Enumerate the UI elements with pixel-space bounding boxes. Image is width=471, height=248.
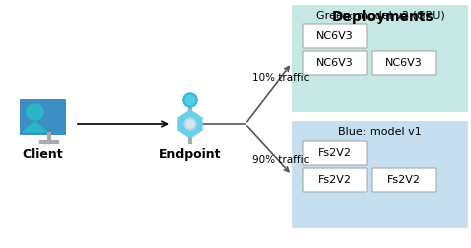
Text: Client: Client	[23, 148, 63, 161]
Text: Deployments: Deployments	[332, 10, 434, 24]
Text: Fs2V2: Fs2V2	[387, 175, 421, 185]
Polygon shape	[178, 110, 202, 138]
Text: NC6V3: NC6V3	[316, 31, 354, 41]
FancyBboxPatch shape	[303, 24, 367, 48]
Circle shape	[184, 118, 196, 130]
FancyBboxPatch shape	[372, 168, 436, 192]
Text: Fs2V2: Fs2V2	[318, 148, 352, 158]
Polygon shape	[23, 122, 47, 132]
FancyBboxPatch shape	[303, 168, 367, 192]
FancyBboxPatch shape	[292, 121, 468, 228]
Circle shape	[183, 93, 197, 107]
Circle shape	[185, 95, 195, 105]
Text: Fs2V2: Fs2V2	[318, 175, 352, 185]
Text: NC6V3: NC6V3	[316, 58, 354, 68]
Circle shape	[27, 104, 43, 120]
Text: Blue: model v1: Blue: model v1	[338, 127, 422, 137]
Text: 90% traffic: 90% traffic	[252, 155, 309, 165]
Text: Green: model v2 (GPU): Green: model v2 (GPU)	[316, 11, 444, 21]
Text: Endpoint: Endpoint	[159, 148, 221, 161]
FancyBboxPatch shape	[20, 99, 66, 135]
FancyBboxPatch shape	[372, 51, 436, 75]
Text: NC6V3: NC6V3	[385, 58, 423, 68]
Text: 10% traffic: 10% traffic	[252, 73, 309, 83]
Circle shape	[186, 120, 194, 128]
FancyBboxPatch shape	[303, 51, 367, 75]
FancyBboxPatch shape	[303, 141, 367, 165]
FancyBboxPatch shape	[292, 5, 468, 112]
